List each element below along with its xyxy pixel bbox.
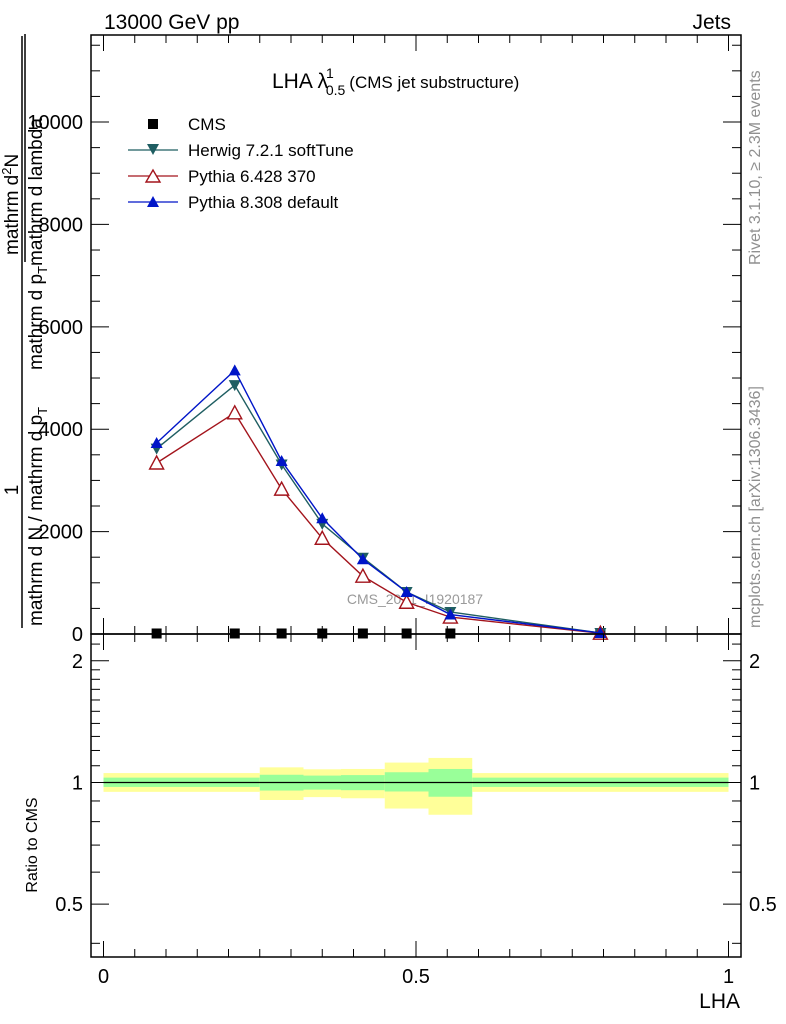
legend-marker-pythia8 [147,196,159,207]
legend-entry-pythia8: Pythia 8.308 default [128,193,339,212]
ratio-xtick-label: 1 [723,966,734,988]
data-point-pythia8 [275,454,288,466]
legend-entry-pythia6: Pythia 6.428 370 [128,167,316,186]
main-ytick-label: 6000 [39,317,84,339]
main-ytick-label: 8000 [39,214,84,236]
header-right: Jets [692,11,731,34]
main-ylabel: 1 mathrm d N / mathrm d pT mathrm d2N ma… [0,34,50,628]
legend-entry-herwig: Herwig 7.2.1 softTune [128,141,354,160]
series-container [148,364,609,640]
rivet-label: Rivet 3.1.10, ≥ 2.3M events [747,70,764,265]
data-point-pythia8 [444,608,457,620]
ratio-xtick-label: 0.5 [402,966,430,988]
data-point-herwig [228,380,241,392]
data-point-pythia6 [314,529,331,545]
ylabel-right-denominator: mathrm d pTmathrm d lambda [26,118,50,370]
data-point-pythia6 [148,454,165,470]
ratio-ytick-label-right: 1 [749,772,760,794]
mcplots-label: mcplots.cern.ch [arXiv:1306.3436] [747,386,764,628]
data-point-pythia6 [273,480,290,496]
main-ytick-label: 0 [72,624,83,646]
legend-label-cms: CMS [188,115,226,134]
series-line-pythia8 [156,369,601,634]
series-pythia8 [150,364,607,638]
main-ytick-label: 4000 [39,419,84,441]
data-point-pythia8 [150,437,163,449]
data-point-pythia8 [400,586,413,598]
ratio-ytick-label-right: 2 [749,651,760,673]
main-panel: 0 2000 4000 6000 8000 10000 [27,34,742,646]
data-point-pythia8 [228,364,241,376]
ratio-panel: 0 0.5 1 0.5 0.5 1 1 2 2 [55,633,777,988]
x-axis-title: LHA [699,990,740,1013]
main-ytick-label: 2000 [39,522,84,544]
ratio-ylabel: Ratio to CMS [24,797,41,892]
series-line-herwig [156,384,601,634]
legend-label-pythia6: Pythia 6.428 370 [188,167,316,186]
ylabel-denominator: mathrm d N / mathrm d pT [26,407,50,626]
plot-title: LHA λ1 0.5 (CMS jet substructure) [272,65,519,98]
ratio-ytick-label-right: 0.5 [749,894,777,916]
data-point-pythia6 [354,567,372,583]
legend-marker-pythia6 [144,168,162,183]
ratio-ytick-label-left: 0.5 [55,894,83,916]
ratio-xtick-label: 0 [98,966,109,988]
legend-marker-herwig [147,144,159,155]
ratio-ytick-label-left: 1 [72,772,83,794]
legend-entry-cms: CMS [148,115,226,134]
ylabel-numerator: 1 [2,485,23,496]
ratio-ytick-label-left: 2 [72,651,83,673]
legend-marker-cms [148,119,158,129]
data-point-pythia6 [398,593,415,609]
legend: CMS Herwig 7.2.1 softTune Pythia 6.428 3… [128,115,354,212]
legend-label-herwig: Herwig 7.2.1 softTune [188,141,354,160]
header-left: 13000 GeV pp [104,11,239,34]
ylabel-right-numerator: mathrm d2N [0,154,23,255]
legend-label-pythia8: Pythia 8.308 default [188,193,339,212]
data-point-pythia8 [356,553,369,565]
data-point-pythia8 [316,512,329,524]
data-point-pythia6 [226,404,243,420]
series-line-pythia6 [156,411,601,634]
main-ytick-label: 10000 [27,112,83,134]
watermark: CMS_2021_I1920187 [347,591,483,607]
